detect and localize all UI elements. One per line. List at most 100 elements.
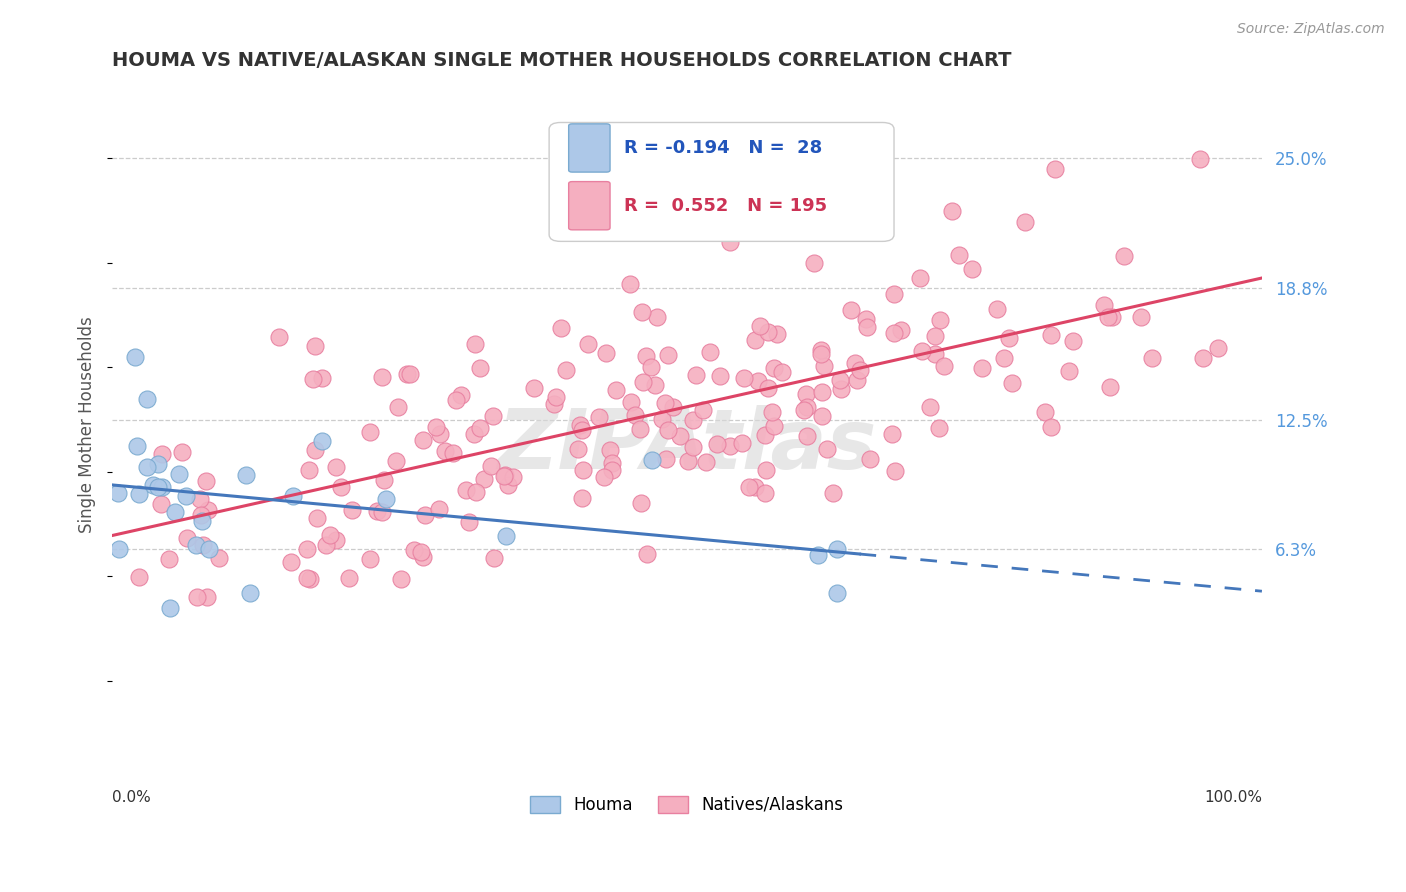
Point [571, 424, 593, 438]
Point [825, 586, 848, 600]
Point [718, 235, 741, 249]
Point [441, 446, 464, 460]
Point [636, 349, 658, 363]
Point [427, 502, 450, 516]
Point [479, 459, 502, 474]
Point [657, 348, 679, 362]
Point [186, 591, 208, 605]
Point [655, 451, 678, 466]
Point [375, 492, 398, 507]
Point [962, 262, 984, 277]
Point [337, 571, 360, 585]
Point [657, 423, 679, 437]
Point [329, 480, 352, 494]
Point [157, 552, 180, 566]
Point [295, 542, 318, 557]
Point [194, 474, 217, 488]
Point [304, 339, 326, 353]
Point [682, 440, 704, 454]
Point [150, 480, 173, 494]
Point [1001, 376, 1024, 390]
Point [359, 552, 381, 566]
Point [107, 485, 129, 500]
Point [890, 323, 912, 337]
Point [770, 366, 793, 380]
Text: HOUMA VS NATIVE/ALASKAN SINGLE MOTHER HOUSEHOLDS CORRELATION CHART: HOUMA VS NATIVE/ALASKAN SINGLE MOTHER HO… [112, 51, 1012, 70]
Point [636, 547, 658, 561]
Point [766, 326, 789, 341]
Point [796, 428, 818, 442]
Point [821, 486, 844, 500]
Point [763, 418, 786, 433]
Point [523, 381, 546, 395]
Point [340, 503, 363, 517]
Point [413, 508, 436, 523]
Point [167, 467, 190, 481]
Point [571, 491, 593, 505]
Point [159, 600, 181, 615]
Point [163, 505, 186, 519]
Point [631, 375, 654, 389]
Point [928, 313, 950, 327]
Point [125, 440, 148, 454]
Point [803, 256, 825, 270]
Point [409, 545, 432, 559]
Point [142, 478, 165, 492]
Point [793, 402, 815, 417]
Text: ZIPAtlas: ZIPAtlas [498, 405, 877, 486]
Point [685, 368, 707, 382]
Point [425, 420, 447, 434]
Point [412, 549, 434, 564]
Point [932, 359, 955, 374]
Point [599, 443, 621, 458]
Point [267, 329, 290, 343]
Point [464, 337, 486, 351]
Point [1057, 364, 1080, 378]
Point [754, 486, 776, 500]
Point [195, 591, 218, 605]
Point [191, 514, 214, 528]
Point [319, 528, 342, 542]
Point [669, 429, 692, 443]
Point [1098, 380, 1121, 394]
Point [576, 337, 599, 351]
Point [468, 421, 491, 435]
Point [807, 548, 830, 562]
Point [654, 396, 676, 410]
Point [464, 485, 486, 500]
Point [239, 586, 262, 600]
Point [970, 361, 993, 376]
Point [1129, 310, 1152, 324]
Point [1142, 351, 1164, 366]
Point [496, 478, 519, 492]
Point [385, 454, 408, 468]
Point [754, 428, 776, 442]
Point [463, 427, 485, 442]
Point [412, 434, 434, 448]
Point [810, 346, 832, 360]
Point [1092, 298, 1115, 312]
Point [619, 394, 641, 409]
Point [235, 467, 257, 482]
Point [763, 361, 786, 376]
Point [993, 351, 1015, 365]
Point [387, 401, 409, 415]
FancyBboxPatch shape [568, 124, 610, 172]
Point [645, 310, 668, 324]
Point [844, 355, 866, 369]
Point [184, 538, 207, 552]
Point [813, 359, 835, 374]
Point [1062, 334, 1084, 348]
Text: Source: ZipAtlas.com: Source: ZipAtlas.com [1237, 22, 1385, 37]
Point [494, 467, 516, 482]
Point [810, 343, 832, 357]
Point [190, 491, 212, 506]
Point [325, 460, 347, 475]
Point [197, 502, 219, 516]
Point [502, 469, 524, 483]
Point [148, 480, 170, 494]
Point [855, 311, 877, 326]
Point [304, 443, 326, 458]
Point [998, 331, 1021, 345]
Point [619, 277, 641, 291]
